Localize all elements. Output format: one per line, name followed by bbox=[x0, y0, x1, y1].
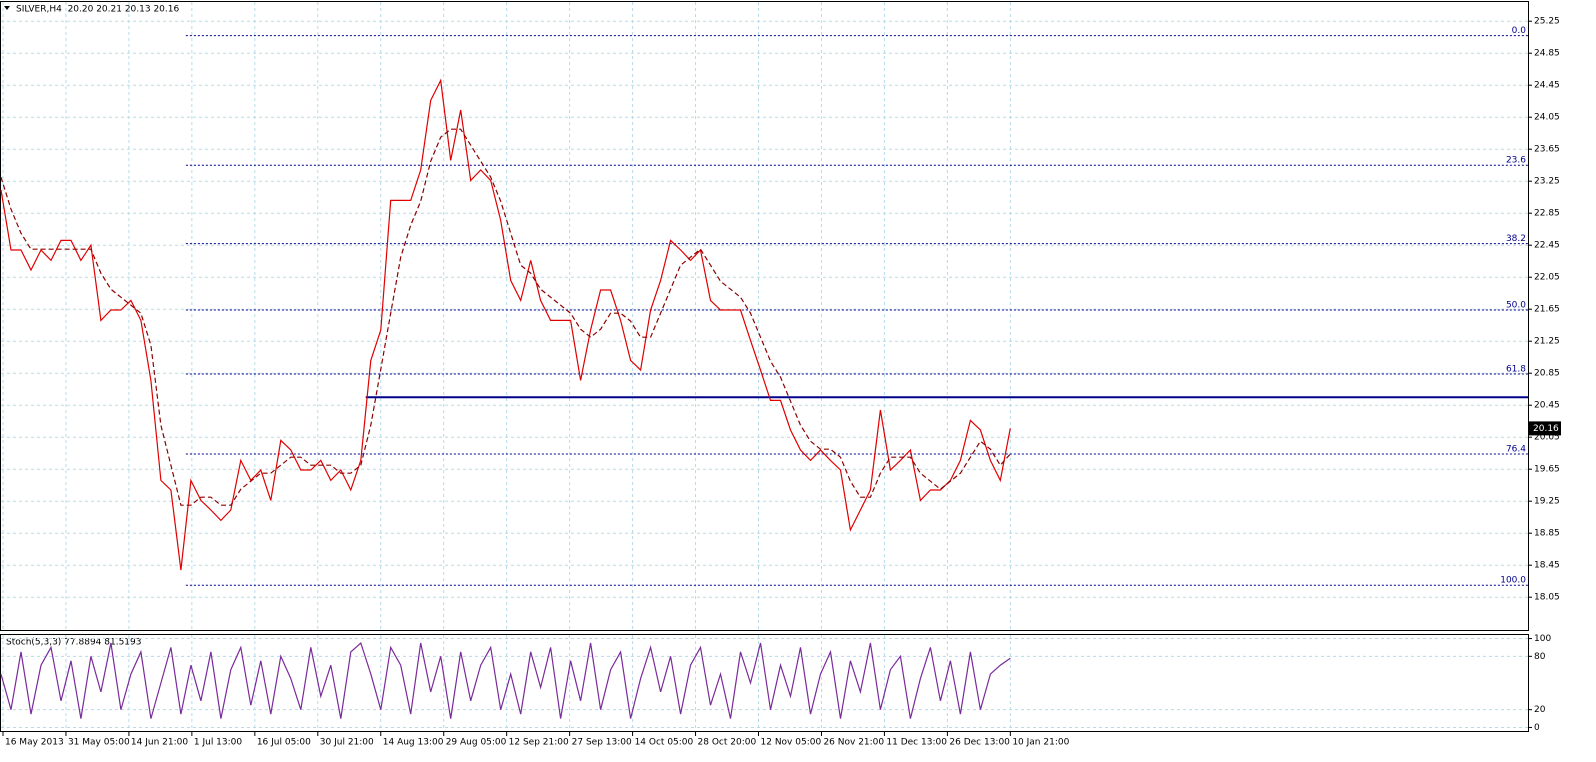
fib-label: 50.0 bbox=[1506, 301, 1526, 311]
x-tick-label: 26 Nov 21:00 bbox=[823, 738, 884, 748]
y-tick-label: 25.25 bbox=[1534, 17, 1560, 27]
y-tick-label: 20 bbox=[1534, 705, 1546, 715]
x-tick-label: 28 Oct 20:00 bbox=[698, 738, 757, 748]
y-tick-label: 24.85 bbox=[1534, 49, 1560, 59]
y-tick-label: 19.25 bbox=[1534, 497, 1560, 507]
menu-arrow[interactable] bbox=[4, 6, 10, 10]
series-line bbox=[0, 641, 1011, 719]
x-tick-label: 29 Aug 05:00 bbox=[446, 738, 507, 748]
y-tick-label: 21.65 bbox=[1534, 305, 1560, 315]
y-tick-label: 80 bbox=[1534, 652, 1546, 662]
last-price-box bbox=[1529, 421, 1561, 436]
y-tick-label: 20.45 bbox=[1534, 401, 1560, 411]
x-tick-label: 31 May 05:00 bbox=[68, 738, 130, 748]
y-tick-label: 22.85 bbox=[1534, 209, 1560, 219]
y-tick-label: 19.65 bbox=[1534, 465, 1560, 475]
y-tick-label: 23.25 bbox=[1534, 177, 1560, 187]
x-tick-label: 27 Sep 13:00 bbox=[572, 738, 632, 748]
y-tick-label: 21.25 bbox=[1534, 337, 1560, 347]
y-tick-label: 22.05 bbox=[1534, 273, 1560, 283]
fib-label: 76.4 bbox=[1506, 445, 1526, 455]
fib-label: 38.2 bbox=[1506, 234, 1526, 244]
chart-title: SILVER,H4 20.20 20.21 20.13 20.16 bbox=[16, 5, 179, 15]
y-tick-label: 20.85 bbox=[1534, 369, 1560, 379]
y-tick-label: 18.45 bbox=[1534, 561, 1560, 571]
series-line bbox=[0, 78, 1011, 571]
stoch-title: Stoch(5,3,3) 77.8894 81.5193 bbox=[6, 638, 141, 648]
y-tick-label: 24.45 bbox=[1534, 81, 1560, 91]
y-tick-label: 24.05 bbox=[1534, 113, 1560, 123]
y-tick-label: 18.85 bbox=[1534, 529, 1560, 539]
y-tick-label: 0 bbox=[1534, 723, 1540, 733]
x-tick-label: 14 Oct 05:00 bbox=[635, 738, 694, 748]
fib-label: 61.8 bbox=[1506, 365, 1526, 375]
x-tick-label: 16 May 2013 bbox=[5, 738, 64, 748]
y-tick-label: 23.65 bbox=[1534, 145, 1560, 155]
series-line bbox=[0, 128, 1011, 506]
x-tick-label: 12 Nov 05:00 bbox=[761, 738, 822, 748]
y-tick-label: 18.05 bbox=[1534, 593, 1560, 603]
y-tick-label: 22.45 bbox=[1534, 241, 1560, 251]
x-tick-label: 10 Jan 21:00 bbox=[1012, 738, 1069, 748]
x-tick-label: 14 Aug 13:00 bbox=[383, 738, 444, 748]
fib-label: 100.0 bbox=[1500, 576, 1526, 586]
x-tick-label: 30 Jul 21:00 bbox=[320, 738, 374, 748]
x-tick-label: 11 Dec 13:00 bbox=[886, 738, 947, 748]
x-tick-label: 12 Sep 21:00 bbox=[509, 738, 569, 748]
fib-label: 0.0 bbox=[1512, 26, 1527, 36]
x-tick-label: 1 Jul 13:00 bbox=[194, 738, 243, 748]
x-tick-label: 26 Dec 13:00 bbox=[949, 738, 1010, 748]
y-tick-label: 100 bbox=[1534, 634, 1551, 644]
stoch-panel-frame bbox=[0, 634, 1529, 732]
y-tick-label: 20.05 bbox=[1534, 433, 1560, 443]
x-tick-label: 16 Jul 05:00 bbox=[257, 738, 311, 748]
main-panel-frame bbox=[0, 1, 1529, 631]
last-price-label: 20.16 bbox=[1533, 424, 1559, 434]
x-tick-label: 14 Jun 21:00 bbox=[131, 738, 188, 748]
fib-label: 23.6 bbox=[1506, 156, 1526, 166]
